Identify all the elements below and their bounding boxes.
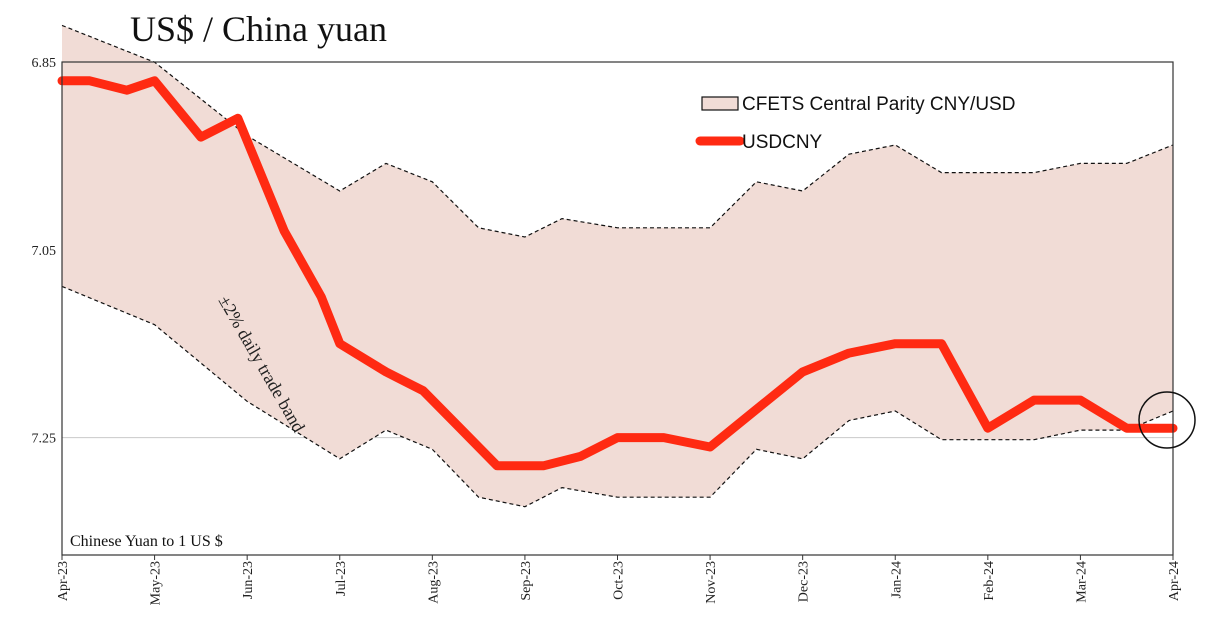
- plot-frame: [61, 61, 1174, 556]
- legend-band-swatch: [701, 96, 739, 111]
- x-tick-label: Feb-24: [982, 561, 997, 601]
- usdcny-line: [57, 76, 1178, 471]
- unit-label: Chinese Yuan to 1 US $: [70, 533, 223, 550]
- highlight-circle: [1138, 391, 1196, 449]
- legend-line-label: USDCNY: [742, 132, 823, 153]
- legend-band-label: CFETS Central Parity CNY/USD: [742, 94, 1015, 115]
- x-tick-label: Apr-23: [56, 561, 71, 601]
- y-tick-label: 6.85: [32, 56, 57, 71]
- x-tick-label: Jan-24: [889, 561, 904, 598]
- x-tick-label: Nov-23: [704, 561, 719, 604]
- x-tick-label: Jul-23: [334, 561, 349, 596]
- x-tick-label: Oct-23: [612, 561, 627, 600]
- chart-title: US$ / China yuan: [130, 9, 387, 49]
- x-axis-ticks: Apr-23 May-23 Jun-23 Jul-23 Aug-23 Sep-23 Oct-…: [56, 555, 1182, 605]
- y-tick-label: 7.25: [32, 432, 57, 447]
- x-tick-label: Jun-23: [241, 561, 256, 599]
- trade-band-area: [62, 25, 1173, 507]
- legend: CFETS Central Parity CNY/USD USDCNY: [695, 94, 1015, 153]
- x-tick-label: Apr-24: [1167, 561, 1182, 601]
- trade-band-upper-edge: [61, 24, 1174, 238]
- y-axis-ticks: 6.85 7.05 7.25: [32, 56, 57, 447]
- x-tick-label: Dec-23: [797, 561, 812, 602]
- x-tick-label: May-23: [149, 561, 164, 605]
- trade-band-lower-edge: [61, 285, 1174, 508]
- x-tick-label: Sep-23: [519, 561, 534, 601]
- x-tick-label: Aug-23: [426, 561, 441, 604]
- x-tick-label: Mar-24: [1074, 561, 1089, 603]
- y-tick-label: 7.05: [32, 244, 57, 259]
